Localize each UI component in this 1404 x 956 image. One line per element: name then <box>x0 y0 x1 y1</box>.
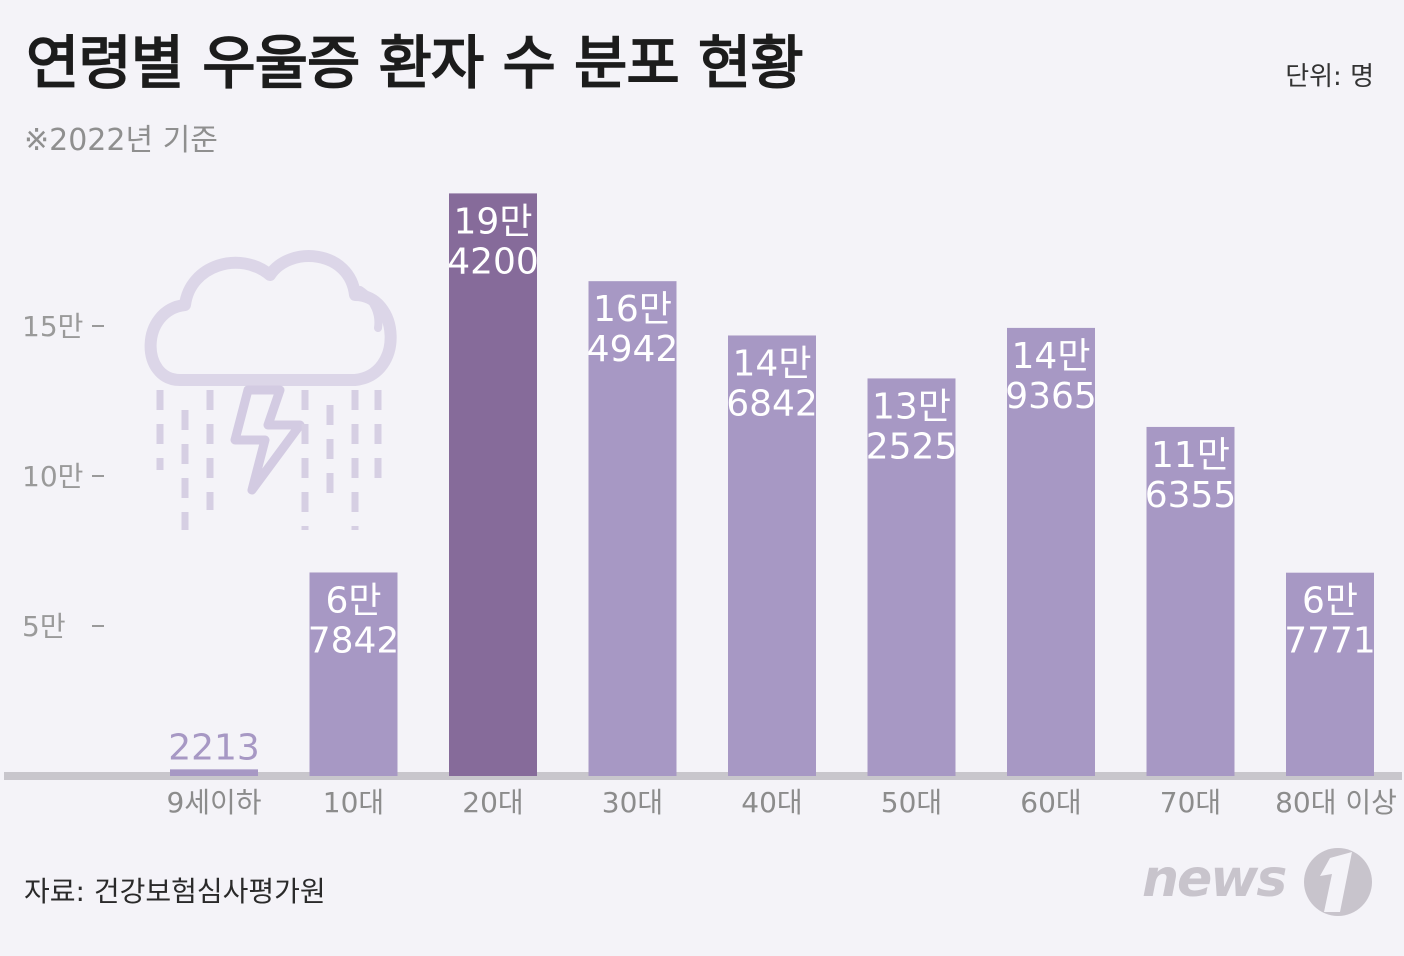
bar <box>309 572 398 776</box>
source-note: 자료: 건강보험심사평가원 <box>24 875 326 908</box>
bar-value-label: 19만 <box>454 201 533 242</box>
bar-value-label: 7842 <box>308 620 400 661</box>
bar <box>867 378 956 776</box>
x-tick-label: 30대 <box>602 786 663 819</box>
bar-value-label: 11만 <box>1151 435 1230 476</box>
y-tick-label: 10만 <box>22 460 83 493</box>
storm-cloud-icon <box>144 250 397 530</box>
y-tick-label: 5만 <box>22 610 66 643</box>
x-tick-label: 9세이하 <box>166 786 261 819</box>
news1-logo: news <box>1142 848 1372 916</box>
x-tick-label: 60대 <box>1020 786 1081 819</box>
bar <box>449 193 537 776</box>
bar-value-label: 14만 <box>733 343 812 384</box>
x-tick-label: 10대 <box>323 786 384 819</box>
bar-value-label: 4200 <box>447 241 539 282</box>
bar <box>1286 572 1374 776</box>
bar-value-label: 2525 <box>866 426 958 467</box>
chart-title: 연령별 우울증 환자 수 분포 현황 <box>26 29 804 97</box>
bar <box>588 281 677 776</box>
chart-subtitle: ※2022년 기준 <box>24 123 218 158</box>
bar-value-label: 7771 <box>1284 621 1376 662</box>
x-tick-label: 20대 <box>462 786 523 819</box>
bar-value-label: 14만 <box>1012 336 1091 377</box>
x-tick-label: 80대 이상 <box>1275 786 1397 819</box>
x-tick-label: 70대 <box>1160 786 1221 819</box>
bar-value-label: 6842 <box>726 383 818 424</box>
bar-value-label: 6만 <box>1302 581 1358 622</box>
x-tick-label: 50대 <box>881 786 942 819</box>
bar <box>1146 426 1235 776</box>
bar <box>170 769 258 776</box>
unit-label: 단위: 명 <box>1285 62 1374 92</box>
bar-value-label: 2213 <box>168 727 260 768</box>
bar-value-label: 13만 <box>872 386 951 427</box>
bar-value-label: 4942 <box>587 329 679 370</box>
bar-value-label: 6355 <box>1145 475 1237 516</box>
y-tick-label: 15만 <box>22 310 83 343</box>
svg-text:news: news <box>1142 849 1286 909</box>
bar-value-label: 9365 <box>1005 376 1097 417</box>
x-tick-label: 40대 <box>741 786 802 819</box>
bar <box>728 335 816 776</box>
bar <box>1007 327 1095 776</box>
bar-value-label: 16만 <box>593 289 672 330</box>
x-axis-baseline <box>4 772 1402 780</box>
bar-value-label: 6만 <box>325 580 381 621</box>
